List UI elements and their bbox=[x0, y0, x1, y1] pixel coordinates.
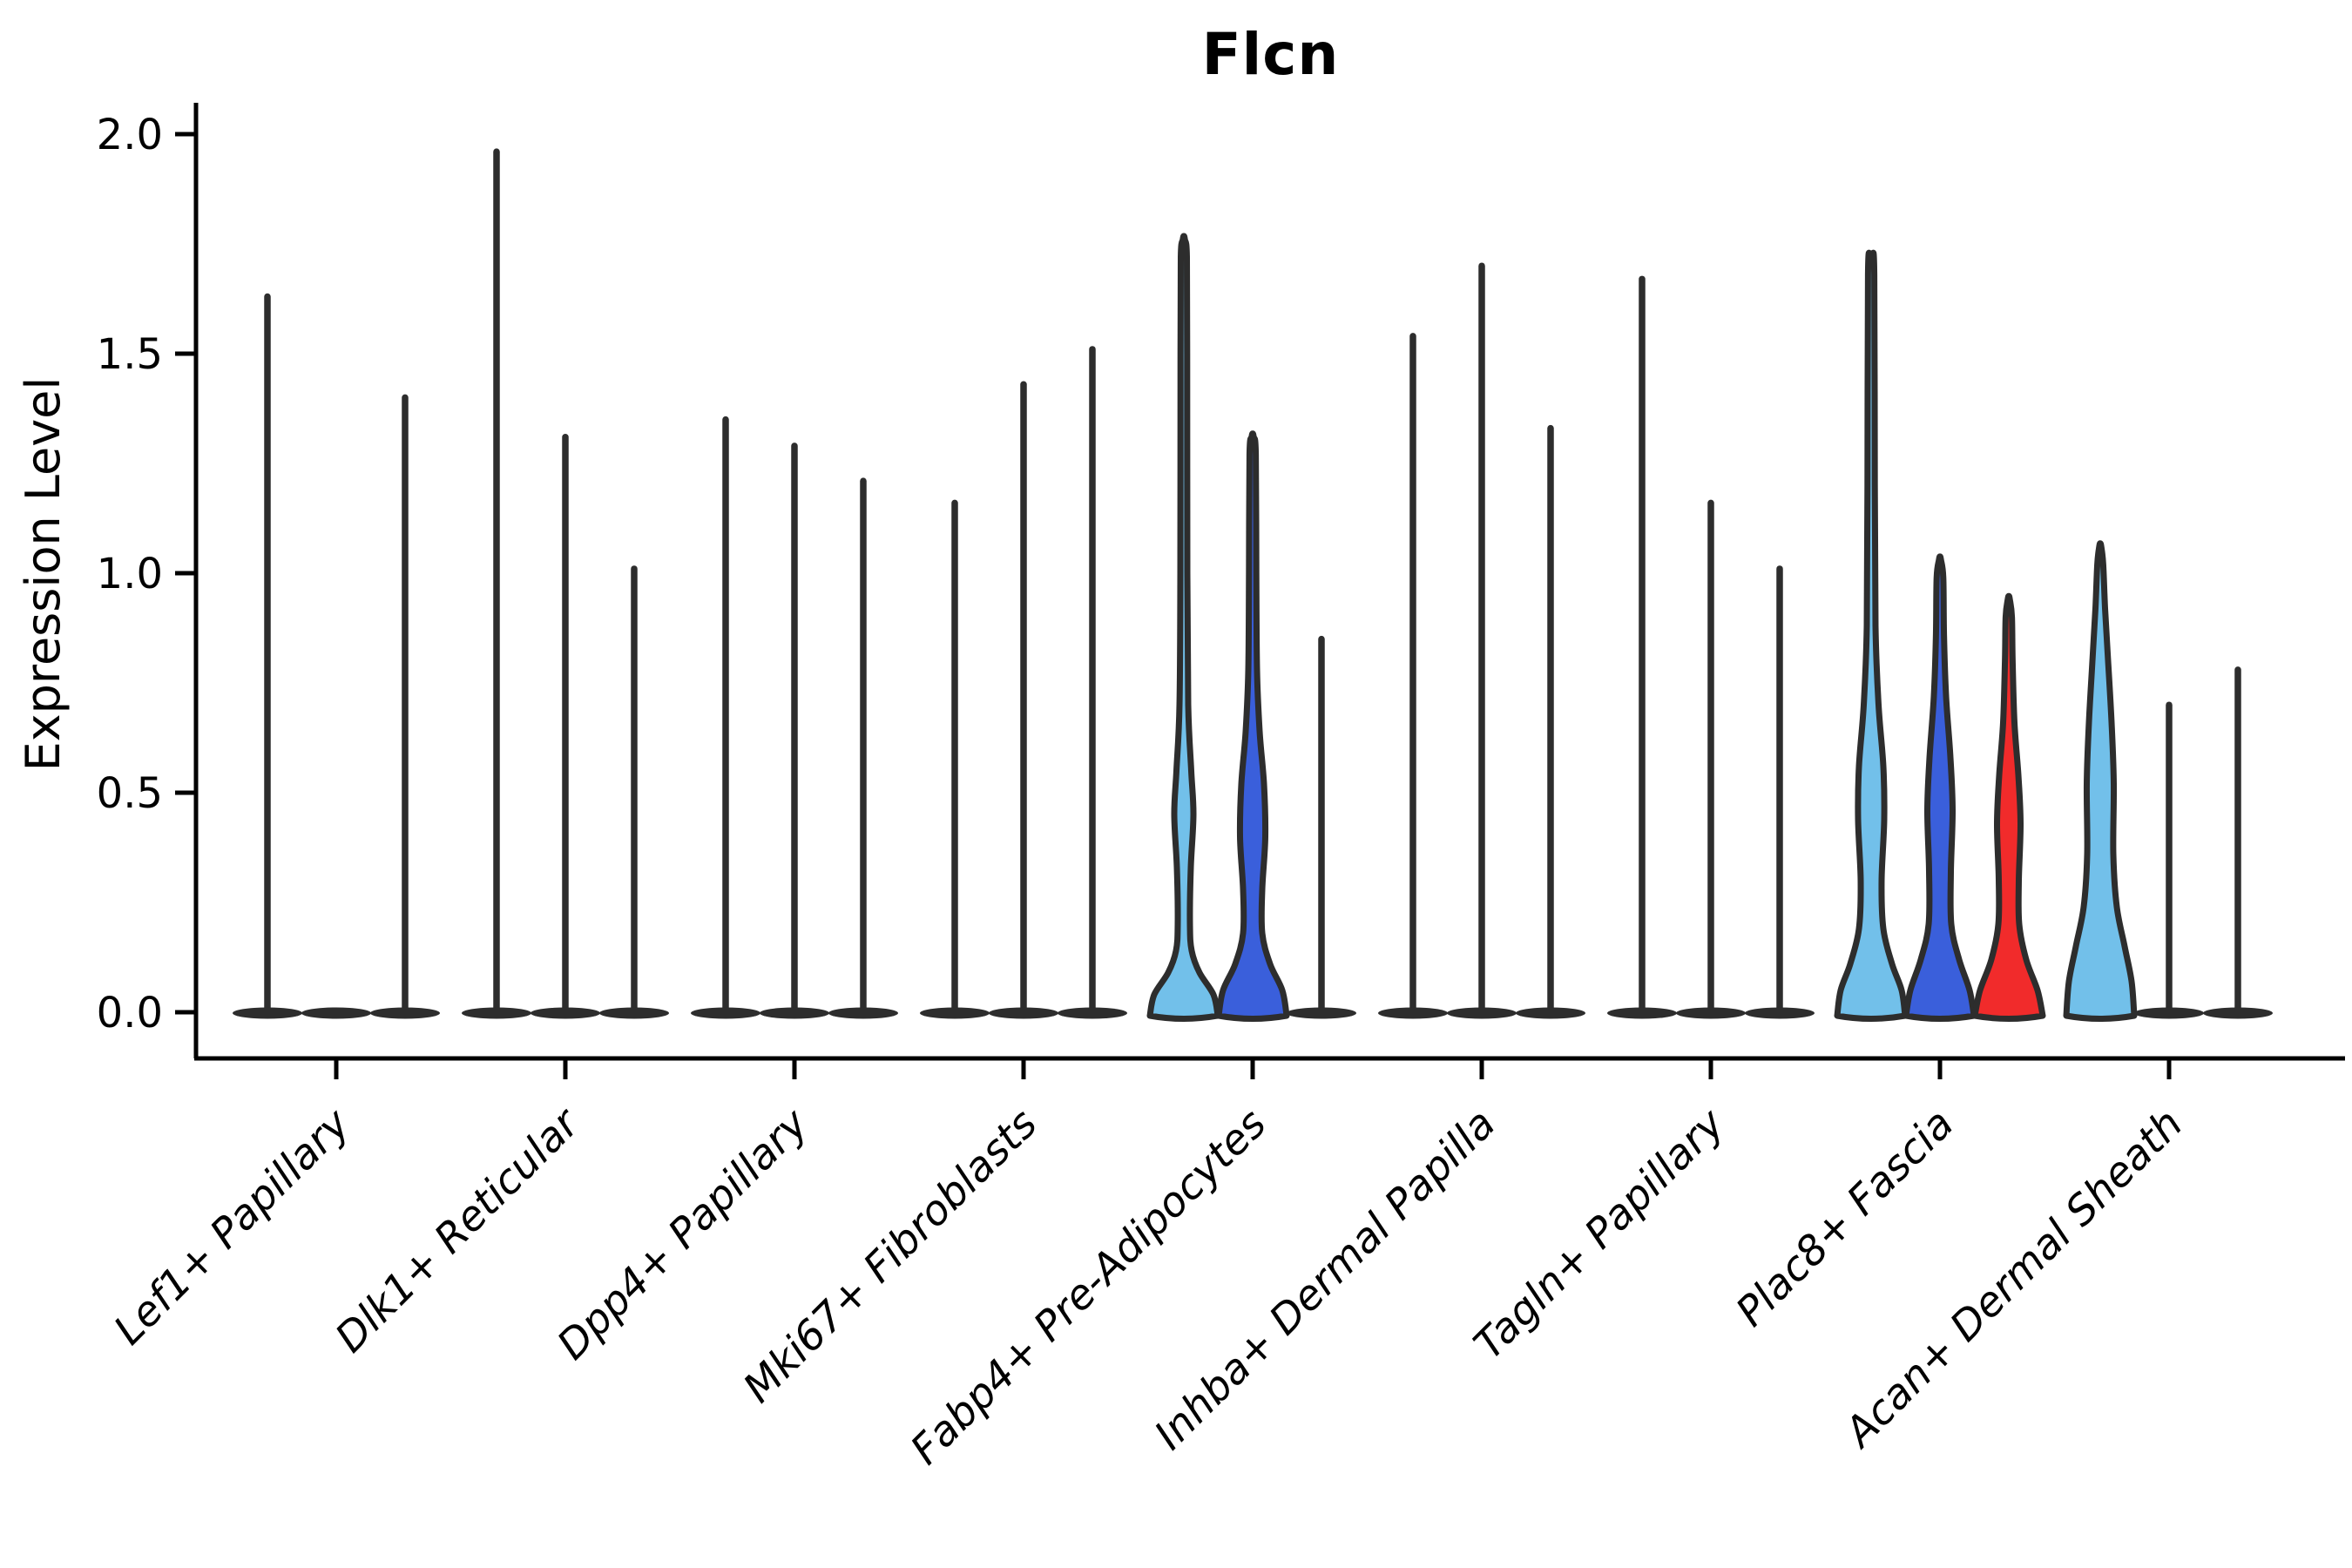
y-tick-label: 1.5 bbox=[97, 330, 163, 379]
violin-2-2-base bbox=[531, 1007, 600, 1019]
violin-8-2-body bbox=[1903, 553, 1977, 1022]
violin-3-1-base bbox=[691, 1007, 760, 1019]
y-tick-label: 0.0 bbox=[97, 989, 163, 1037]
violin-6-1-base bbox=[1378, 1007, 1448, 1019]
violin-9-1-body bbox=[2063, 540, 2138, 1022]
violin-9-3-base bbox=[2203, 1007, 2273, 1019]
violin-6-3-base bbox=[1516, 1007, 1585, 1019]
y-tick-label: 0.5 bbox=[97, 769, 163, 818]
violin-3-2-base bbox=[760, 1007, 829, 1019]
violin-2-3-base bbox=[599, 1007, 669, 1019]
violin-2-1-base bbox=[462, 1007, 531, 1019]
x-tick-label: Plac8+ Fascia bbox=[1727, 1100, 1963, 1336]
x-tick-label: Lef1+ Papillary bbox=[105, 1099, 360, 1355]
violin-1-3-base bbox=[370, 1007, 440, 1019]
y-tick-label: 2.0 bbox=[97, 111, 163, 159]
violin-1-1-base bbox=[233, 1007, 302, 1019]
violin-5-2-body bbox=[1215, 430, 1290, 1022]
violin-7-1-base bbox=[1607, 1007, 1677, 1019]
x-tick-label: Tagln+ Papillary bbox=[1465, 1099, 1735, 1369]
x-tick-label: Dlk1+ Reticular bbox=[327, 1098, 591, 1362]
x-tick-label: Dpp4+ Papillary bbox=[548, 1099, 818, 1369]
violin-7-3-base bbox=[1745, 1007, 1815, 1019]
violin-4-1-base bbox=[920, 1007, 990, 1019]
chart-title: Flcn bbox=[1201, 21, 1340, 88]
violin-6-2-base bbox=[1447, 1007, 1517, 1019]
violin-5-3-base bbox=[1287, 1007, 1356, 1019]
violin-8-1-body bbox=[1834, 249, 1909, 1022]
violin-7-2-base bbox=[1676, 1007, 1746, 1019]
y-tick-label: 1.0 bbox=[97, 550, 163, 598]
violin-9-2-base bbox=[2134, 1007, 2204, 1019]
violin-1-2-base bbox=[301, 1007, 371, 1019]
violin-4-2-base bbox=[989, 1007, 1058, 1019]
violin-5-1-body bbox=[1146, 233, 1221, 1022]
violin-4-3-base bbox=[1058, 1007, 1127, 1019]
violin-8-3-body bbox=[1971, 592, 2046, 1022]
violin-3-3-base bbox=[828, 1007, 898, 1019]
